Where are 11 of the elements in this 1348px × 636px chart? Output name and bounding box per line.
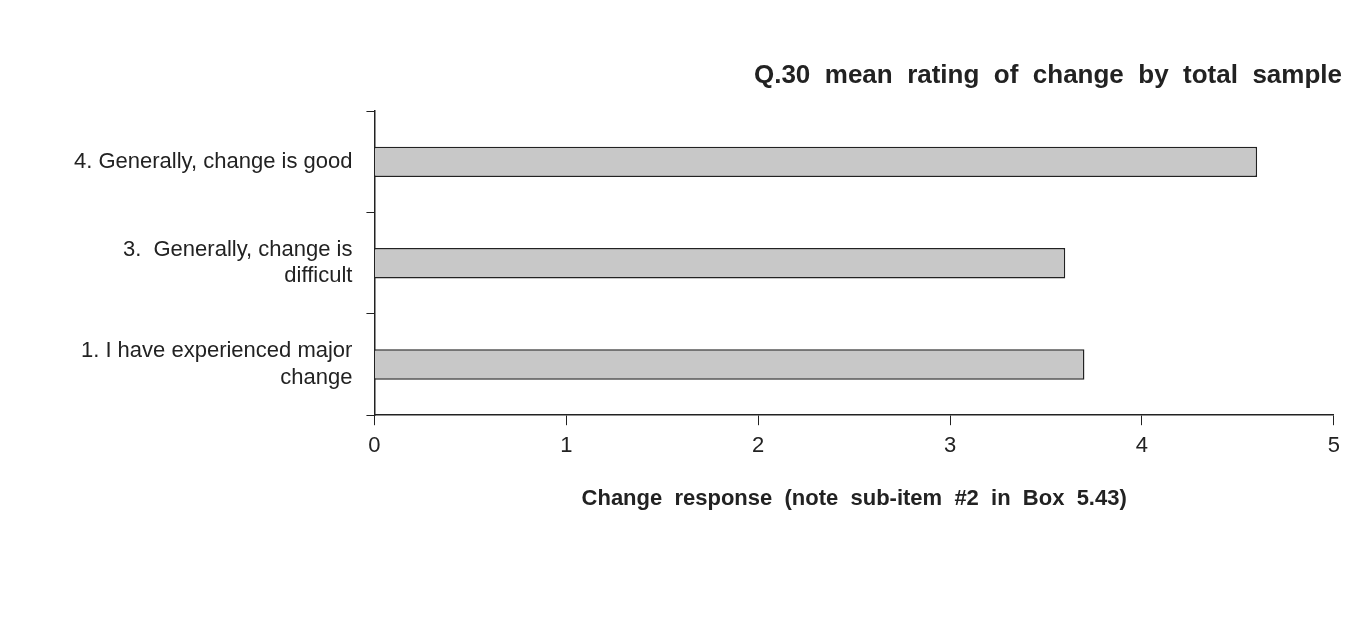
x-tick-label: 2 [752, 432, 765, 458]
x-tick-label: 5 [1327, 432, 1341, 458]
chart-title: Q.30 mean rating of change by total sample [753, 58, 1342, 89]
x-tick-label: 1 [560, 432, 573, 458]
x-axis-title: Change response (note sub-item #2 in Box 5.43) [581, 484, 1127, 510]
y-tick-label: 1. I have experienced major change [80, 337, 353, 389]
x-tick-label: 3 [943, 432, 957, 458]
y-tick-label: 3. Generally, change is difficult [122, 236, 353, 288]
y-tick-label: 4. Generally, change is good [74, 147, 353, 173]
x-tick-label: 4 [1135, 432, 1149, 458]
x-tick-label: 0 [368, 432, 381, 458]
